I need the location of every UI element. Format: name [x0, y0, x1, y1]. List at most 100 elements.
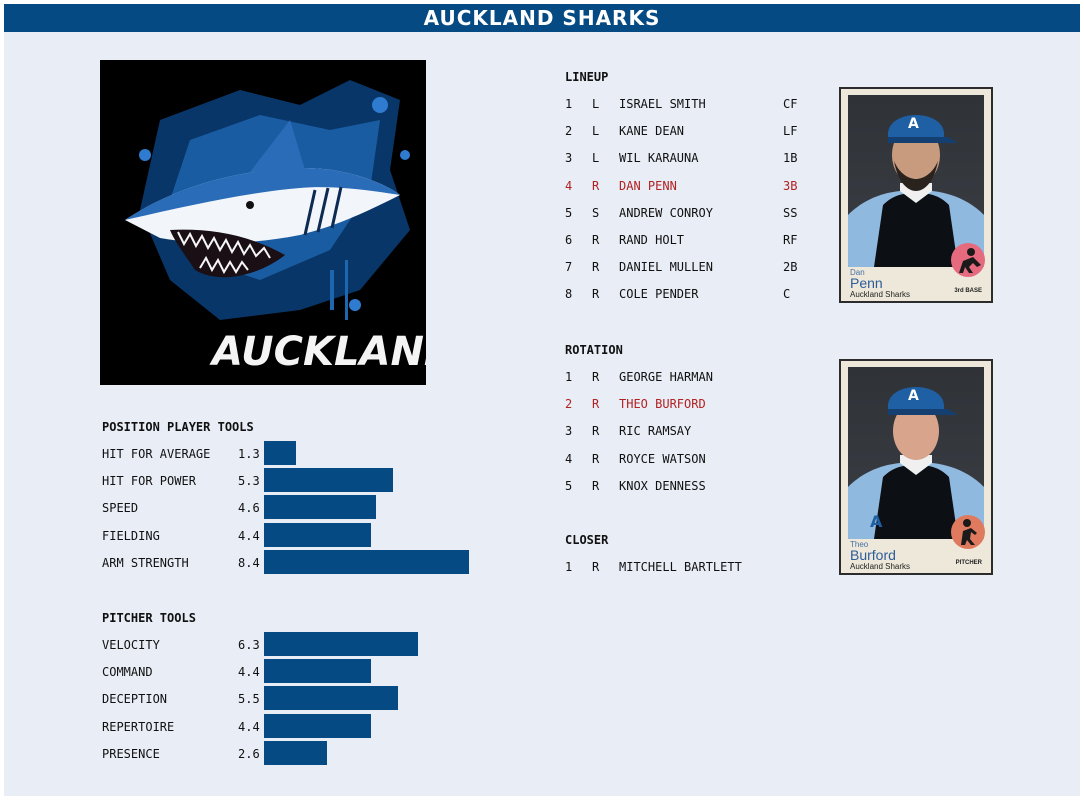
card-team-name: Auckland Sharks: [850, 290, 911, 299]
roster-number: 5: [565, 205, 573, 220]
player-card-pitcher[interactable]: A A Theo Burford Auckland Sharks PITCHER: [839, 359, 993, 575]
roster-number: 5: [565, 478, 573, 493]
section-heading: ROTATION: [565, 343, 623, 357]
roster-hand: L: [592, 151, 600, 166]
team-page: AUCKLAND SHARKS AUCKLAND: [4, 4, 1080, 796]
roster-hand: R: [592, 451, 600, 466]
tool-label: HIT FOR AVERAGE: [102, 447, 211, 461]
roster-number: 7: [565, 260, 573, 275]
tool-label: VELOCITY: [102, 638, 160, 652]
roster-hand: R: [592, 178, 600, 193]
tool-value: 4.6: [238, 501, 260, 516]
pitcher-icon: [961, 519, 977, 545]
tool-label: DECEPTION: [102, 692, 168, 707]
roster-number: 6: [565, 233, 573, 247]
tool-label: SPEED: [102, 501, 139, 516]
card-face: A A Theo Burford Auckland Sharks PITCHER: [841, 361, 991, 573]
section-heading: LINEUP: [565, 70, 609, 84]
player-photo: A A: [848, 367, 984, 539]
tool-value: 2.6: [238, 746, 260, 761]
roster-player-name: RAND HOLT: [619, 233, 685, 247]
roster-position: C: [783, 287, 791, 302]
roster-number: 1: [565, 370, 573, 384]
tool-value: 4.4: [238, 719, 260, 734]
roster-player-name: WIL KARAUNA: [619, 151, 699, 166]
svg-text:A: A: [908, 388, 919, 404]
roster-player-name: ROYCE WATSON: [619, 451, 706, 466]
roster-hand: R: [592, 287, 600, 302]
roster-number: 4: [565, 178, 573, 193]
tool-bar: [264, 632, 418, 656]
roster-player-name: MITCHELL BARTLETT: [619, 560, 742, 574]
tool-bar: [264, 468, 393, 493]
roster-number: 3: [565, 424, 573, 439]
roster-position: RF: [783, 233, 798, 247]
position-badge: [951, 515, 985, 549]
card-position: PITCHER: [955, 560, 982, 566]
card-last-name: Penn: [850, 275, 883, 291]
player-card-3b[interactable]: A Dan Penn Auckland Sharks 3rd BASE: [839, 87, 993, 303]
roster-player-name: KANE DEAN: [619, 124, 685, 139]
tool-value: 5.3: [238, 474, 260, 489]
roster-position: CF: [783, 97, 798, 111]
roster-player-name: GEORGE HARMAN: [619, 370, 713, 384]
roster-hand: R: [592, 397, 600, 412]
player-portrait-icon: A: [848, 115, 984, 267]
tool-label: REPERTOIRE: [102, 719, 175, 734]
tool-bar: [264, 441, 296, 465]
page-title: AUCKLAND SHARKS: [4, 4, 1080, 32]
position-badge: [951, 243, 985, 277]
tool-bar: [264, 522, 371, 547]
roster-player-name: DAN PENN: [619, 178, 677, 193]
tool-label: PRESENCE: [102, 746, 160, 761]
roster-player-name: COLE PENDER: [619, 287, 699, 302]
svg-text:A: A: [870, 512, 883, 531]
tool-bar: [264, 713, 371, 738]
roster-player-name: KNOX DENNESS: [619, 478, 706, 493]
tool-bar: [264, 495, 376, 520]
roster-number: 4: [565, 451, 573, 466]
team-logo: AUCKLAND: [100, 60, 426, 385]
roster-hand: R: [592, 478, 600, 493]
card-team-name: Auckland Sharks: [850, 562, 911, 571]
tool-label: COMMAND: [102, 665, 153, 680]
roster-hand: S: [592, 205, 600, 220]
card-last-name: Burford: [850, 547, 896, 563]
tool-value: 6.3: [238, 638, 260, 652]
roster-number: 1: [565, 97, 573, 111]
card-position: 3rd BASE: [954, 288, 982, 294]
fielder-icon: [959, 248, 981, 273]
roster-hand: R: [592, 260, 600, 275]
logo-text: AUCKLAND: [209, 329, 426, 375]
tool-label: FIELDING: [102, 528, 160, 543]
roster-position: SS: [783, 205, 798, 220]
card-first-name: Theo: [850, 540, 869, 549]
roster-hand: L: [592, 97, 600, 111]
roster-hand: R: [592, 424, 600, 439]
roster-hand: R: [592, 370, 600, 384]
shark-logo-icon: AUCKLAND: [100, 60, 426, 385]
tool-bar: [264, 549, 469, 574]
tool-bar: [264, 686, 398, 711]
svg-text:A: A: [908, 116, 919, 132]
roster-hand: L: [592, 124, 600, 139]
player-photo: A: [848, 95, 984, 267]
card-face: A Dan Penn Auckland Sharks 3rd BASE: [841, 89, 991, 301]
roster-player-name: ISRAEL SMITH: [619, 97, 706, 111]
tool-label: HIT FOR POWER: [102, 474, 196, 489]
tool-value: 8.4: [238, 555, 260, 570]
roster-number: 8: [565, 287, 573, 302]
roster-number: 1: [565, 560, 573, 574]
roster-number: 3: [565, 151, 573, 166]
roster-player-name: THEO BURFORD: [619, 397, 706, 412]
roster-number: 2: [565, 397, 573, 412]
roster-player-name: ANDREW CONROY: [619, 205, 713, 220]
roster-position: LF: [783, 124, 798, 139]
section-heading: PITCHER TOOLS: [102, 611, 196, 625]
tool-value: 5.5: [238, 692, 260, 707]
player-portrait-icon: A A: [848, 387, 984, 539]
roster-player-name: DANIEL MULLEN: [619, 260, 713, 275]
tool-value: 1.3: [238, 447, 260, 461]
roster-number: 2: [565, 124, 573, 139]
tool-value: 4.4: [238, 528, 260, 543]
